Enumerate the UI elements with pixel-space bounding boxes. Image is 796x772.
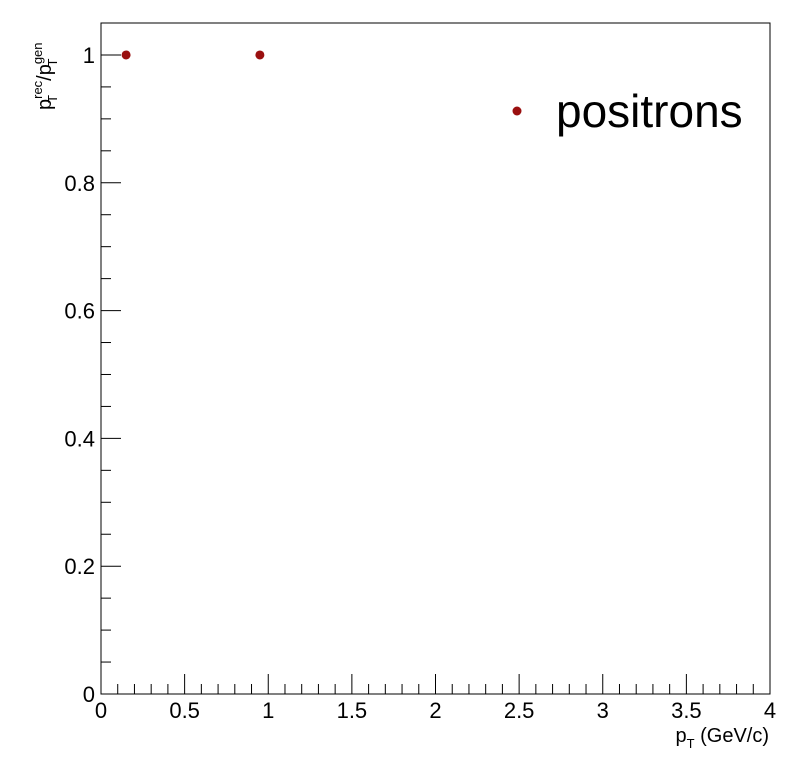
data-points xyxy=(121,50,265,60)
y-tick-label: 0.2 xyxy=(64,554,95,579)
x-axis-tick-labels: 0 0.5 1 1.5 2 2.5 3 3.5 4 xyxy=(95,698,776,723)
x-tick-label: 3 xyxy=(597,698,609,723)
y-tick-label: 0 xyxy=(83,682,95,707)
x-tick-label: 3.5 xyxy=(671,698,702,723)
y-axis-tick-labels: 0 0.2 0.4 0.6 0.8 1 xyxy=(64,43,95,707)
x-tick-label: 0 xyxy=(95,698,107,723)
y-axis-title: precT/pgenT xyxy=(30,42,60,110)
x-tick-label: 0.5 xyxy=(169,698,200,723)
legend-marker xyxy=(512,106,522,116)
x-axis-ticks xyxy=(100,674,771,694)
data-point xyxy=(255,50,265,60)
x-axis-title: pT (GeV/c) xyxy=(675,725,769,751)
x-tick-label: 1 xyxy=(262,698,274,723)
x-tick-label: 1.5 xyxy=(337,698,368,723)
y-tick-label: 1 xyxy=(83,43,95,68)
legend-label: positrons xyxy=(556,85,743,137)
y-tick-label: 0.8 xyxy=(64,171,95,196)
y-tick-label: 0.6 xyxy=(64,299,95,324)
data-point xyxy=(121,50,131,60)
y-axis-ticks xyxy=(101,22,121,695)
x-tick-label: 4 xyxy=(764,698,776,723)
y-tick-label: 0.4 xyxy=(64,426,95,451)
x-tick-label: 2 xyxy=(429,698,441,723)
x-tick-label: 2.5 xyxy=(504,698,535,723)
legend: positrons xyxy=(512,85,743,137)
